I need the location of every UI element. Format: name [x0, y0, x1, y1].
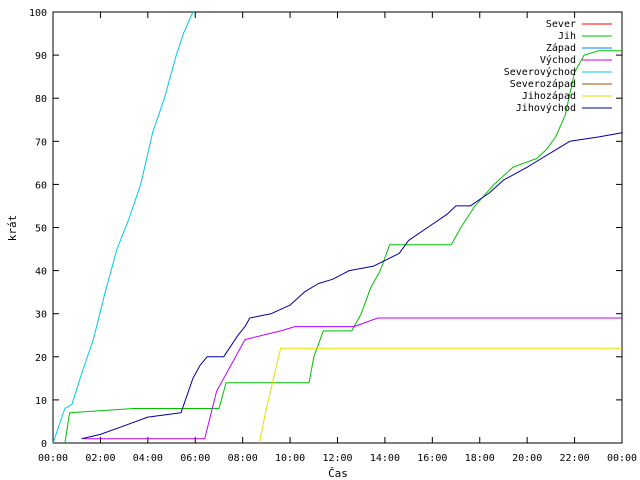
y-tick-label: 20 — [35, 353, 47, 364]
series-line-jihovýchod — [81, 132, 623, 440]
x-tick-label: 00:00 — [607, 453, 637, 464]
y-tick-label: 0 — [41, 439, 47, 450]
series-line-jihozápad — [258, 347, 622, 444]
series-line-severovýchod — [52, 11, 194, 444]
legend-label: Jihozápad — [522, 90, 576, 102]
legend-label: Severozápad — [510, 78, 576, 90]
x-tick-label: 06:00 — [180, 453, 210, 464]
y-tick-label: 50 — [35, 224, 47, 235]
axis-ticks: 0 10 20 30 40 50 60 70 80 90 100 00:00 02:00 04:00 06:… — [29, 8, 637, 464]
x-tick-label: 10:00 — [275, 453, 305, 464]
x-tick-label: 16:00 — [417, 453, 447, 464]
y-tick-label: 30 — [35, 310, 47, 321]
x-tick-label: 20:00 — [512, 453, 542, 464]
y-tick-label: 90 — [35, 51, 47, 62]
x-tick-label: 00:00 — [38, 453, 68, 464]
series-line-jih — [64, 50, 622, 444]
x-tick-label: 12:00 — [322, 453, 352, 464]
x-tick-label: 08:00 — [228, 453, 258, 464]
legend-label: Severovýchod — [504, 66, 576, 78]
y-tick-label: 70 — [35, 137, 47, 148]
y-tick-label: 40 — [35, 267, 47, 278]
y-tick-label: 60 — [35, 180, 47, 191]
x-tick-label: 04:00 — [133, 453, 163, 464]
x-axis-title: Čas — [328, 467, 348, 480]
x-tick-label: 02:00 — [85, 453, 115, 464]
y-tick-label: 80 — [35, 94, 47, 105]
y-tick-label: 100 — [29, 8, 47, 19]
legend-label: Západ — [546, 42, 576, 54]
legend-label: Jih — [558, 31, 576, 42]
y-tick-label: 10 — [35, 396, 47, 407]
legend-label: Sever — [546, 19, 576, 30]
series-line-východ — [83, 317, 622, 440]
x-tick-label: 22:00 — [560, 453, 590, 464]
x-tick-label: 14:00 — [370, 453, 400, 464]
x-tick-label: 18:00 — [465, 453, 495, 464]
y-axis-title: krát — [6, 215, 19, 242]
legend: SeverJihZápadVýchodSeverovýchodSeverozáp… — [504, 19, 612, 114]
series-lines — [52, 11, 623, 444]
legend-label: Jihovýchod — [516, 102, 576, 114]
legend-label: Východ — [540, 54, 576, 66]
